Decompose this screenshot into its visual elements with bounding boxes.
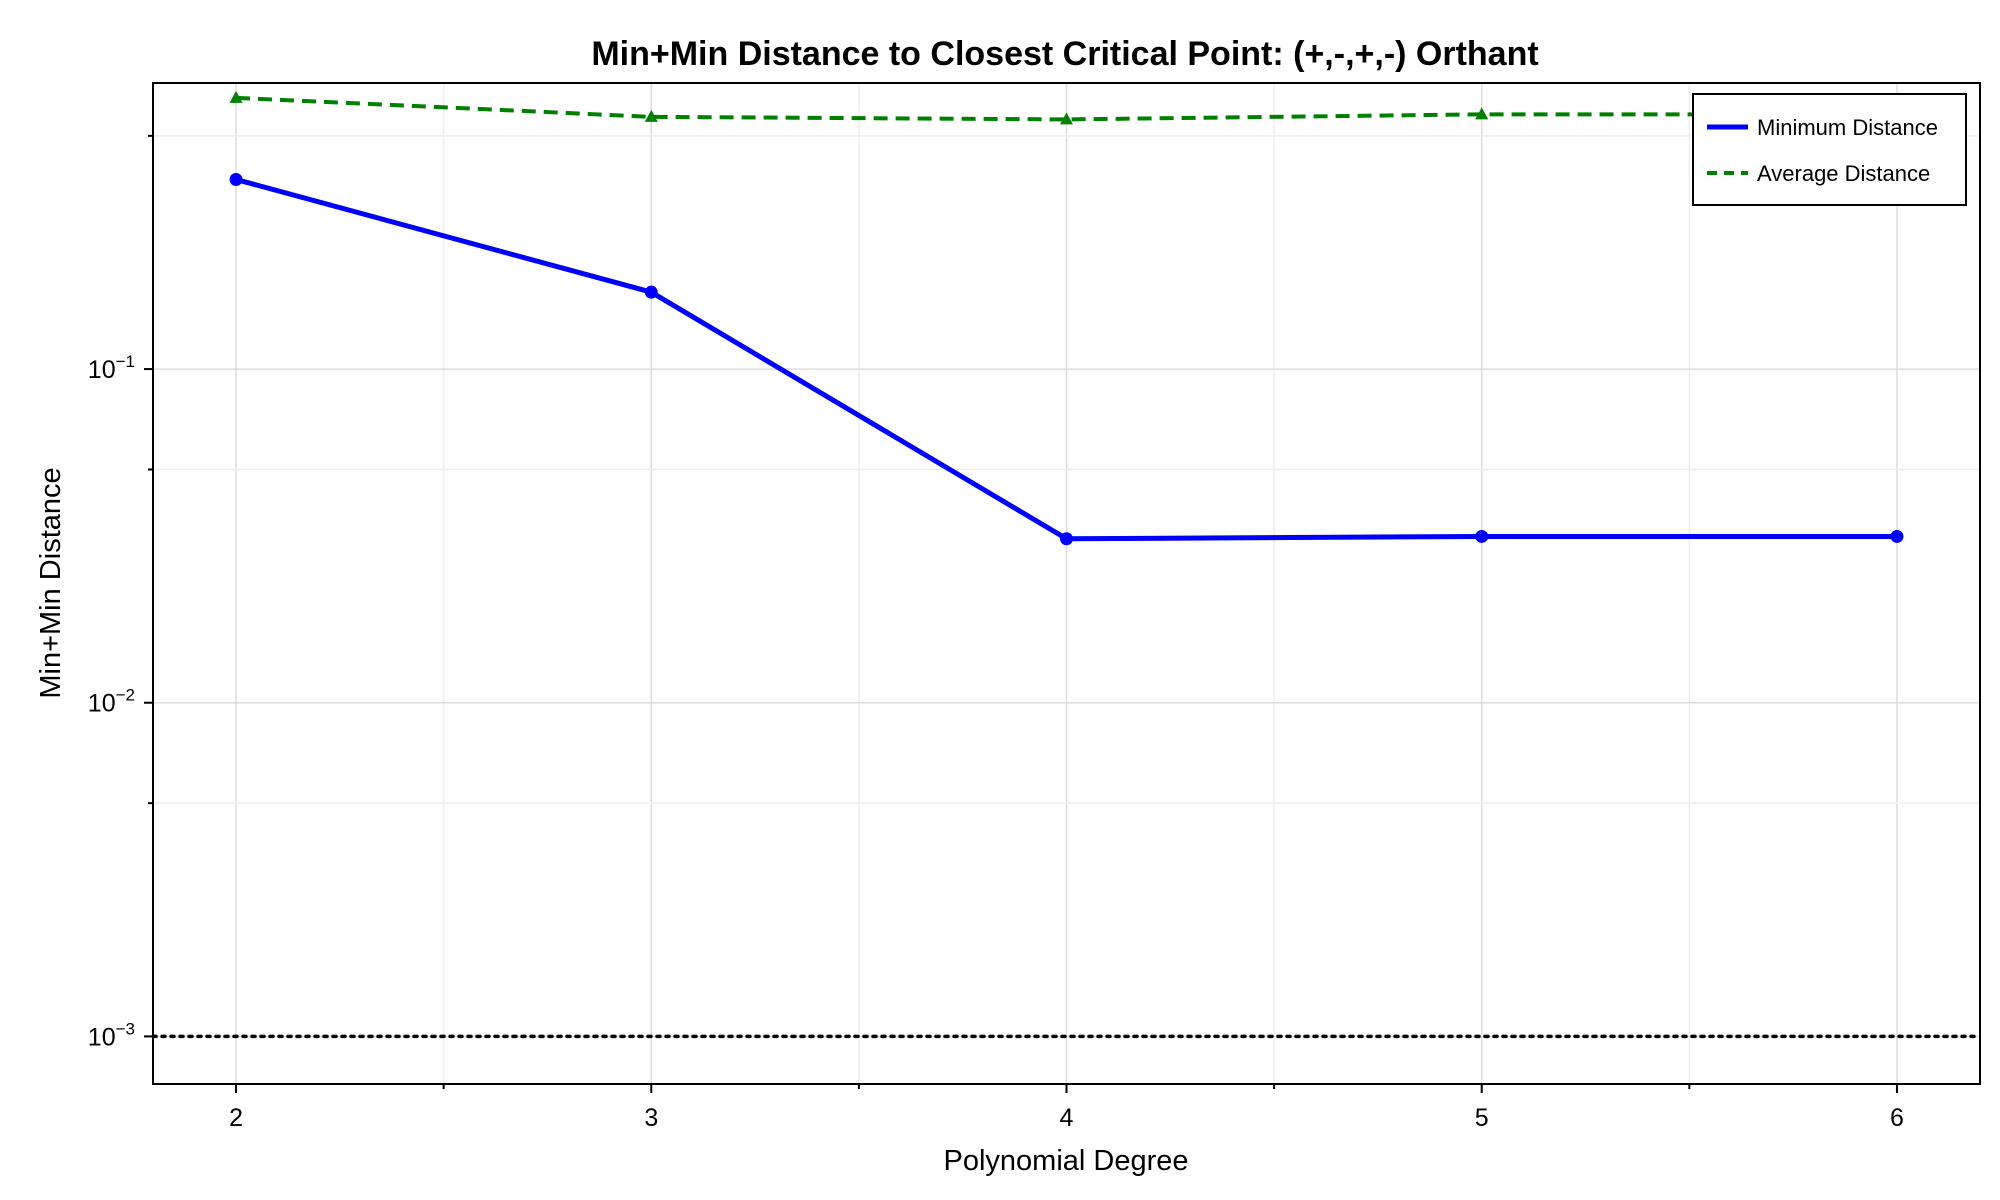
axis-ticks: 2 3 4 5 610−110−210−3 <box>88 134 1904 1132</box>
data-point <box>1060 112 1073 125</box>
y-tick-exponent: −1 <box>116 352 135 371</box>
series-line <box>235 95 1897 122</box>
data-point <box>1890 529 1904 543</box>
legend-label: Minimum Distance <box>1757 115 1938 140</box>
legend-label: Average Distance <box>1757 161 1930 186</box>
x-tick-label: 6 <box>1890 1104 1904 1132</box>
data-point <box>1060 532 1073 546</box>
data-point <box>644 109 658 122</box>
data-point <box>229 90 243 103</box>
data-point <box>1475 529 1489 543</box>
x-tick-label: 5 <box>1475 1104 1489 1132</box>
chart-title: Min+Min Distance to Closest Critical Poi… <box>591 35 1538 73</box>
x-tick-label: 4 <box>1060 1104 1074 1132</box>
x-tick-label: 2 <box>229 1104 243 1132</box>
y-tick-base: 10 <box>88 356 116 384</box>
data-point <box>644 285 658 299</box>
y-tick-label: 10−3 <box>88 1019 135 1051</box>
y-tick-exponent: −2 <box>116 686 135 705</box>
y-axis-label: Min+Min Distance <box>35 467 67 698</box>
legend-box <box>1692 93 1967 206</box>
x-tick-label: 3 <box>644 1104 658 1132</box>
x-axis-label: Polynomial Degree <box>943 1145 1188 1177</box>
data-point <box>1475 107 1489 120</box>
y-tick-label: 10−1 <box>88 352 135 384</box>
series-layer <box>229 90 1904 546</box>
y-tick-label: 10−2 <box>88 686 135 718</box>
data-point <box>229 172 243 186</box>
y-tick-exponent: −3 <box>116 1019 135 1038</box>
y-tick-base: 10 <box>88 690 116 718</box>
legend: Minimum Distance Average Distance <box>1692 93 1967 206</box>
y-tick-base: 10 <box>88 1023 116 1051</box>
